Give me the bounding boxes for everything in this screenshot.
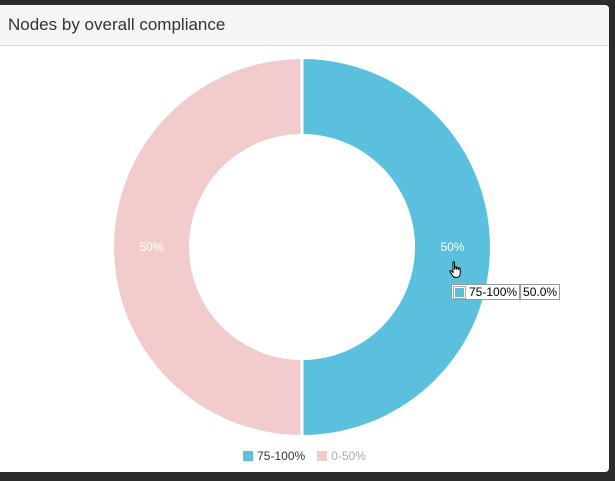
legend-label: 75-100%: [257, 449, 306, 463]
donut-chart: 50% 50%: [114, 59, 490, 435]
panel-header: Nodes by overall compliance: [0, 5, 609, 46]
legend-item-1[interactable]: 0-50%: [317, 449, 366, 463]
donut-slice-75-100[interactable]: [303, 59, 490, 435]
legend-swatch: [243, 451, 254, 461]
legend-label: 0-50%: [331, 449, 366, 463]
compliance-panel: Nodes by overall compliance 50% 50% 75-10…: [0, 5, 609, 472]
tooltip-value-cell: 50.0%: [520, 284, 561, 300]
chart-legend: 75-100% 0-50%: [0, 449, 609, 463]
panel-title: Nodes by overall compliance: [8, 15, 226, 34]
donut-slice-0-50[interactable]: [114, 59, 301, 435]
legend-item-0[interactable]: 75-100%: [243, 449, 305, 463]
slice-label: 50%: [440, 240, 464, 254]
tooltip-label: 75-100%: [469, 285, 518, 299]
tooltip-series: 75-100%: [451, 284, 521, 300]
legend-swatch: [317, 451, 328, 461]
pointer-hand-icon: [449, 261, 461, 278]
chart-tooltip: 75-100% 50.0%: [451, 284, 561, 300]
tooltip-swatch: [453, 285, 466, 299]
slice-label: 50%: [139, 240, 163, 254]
tooltip-value: 50.0%: [523, 285, 558, 299]
